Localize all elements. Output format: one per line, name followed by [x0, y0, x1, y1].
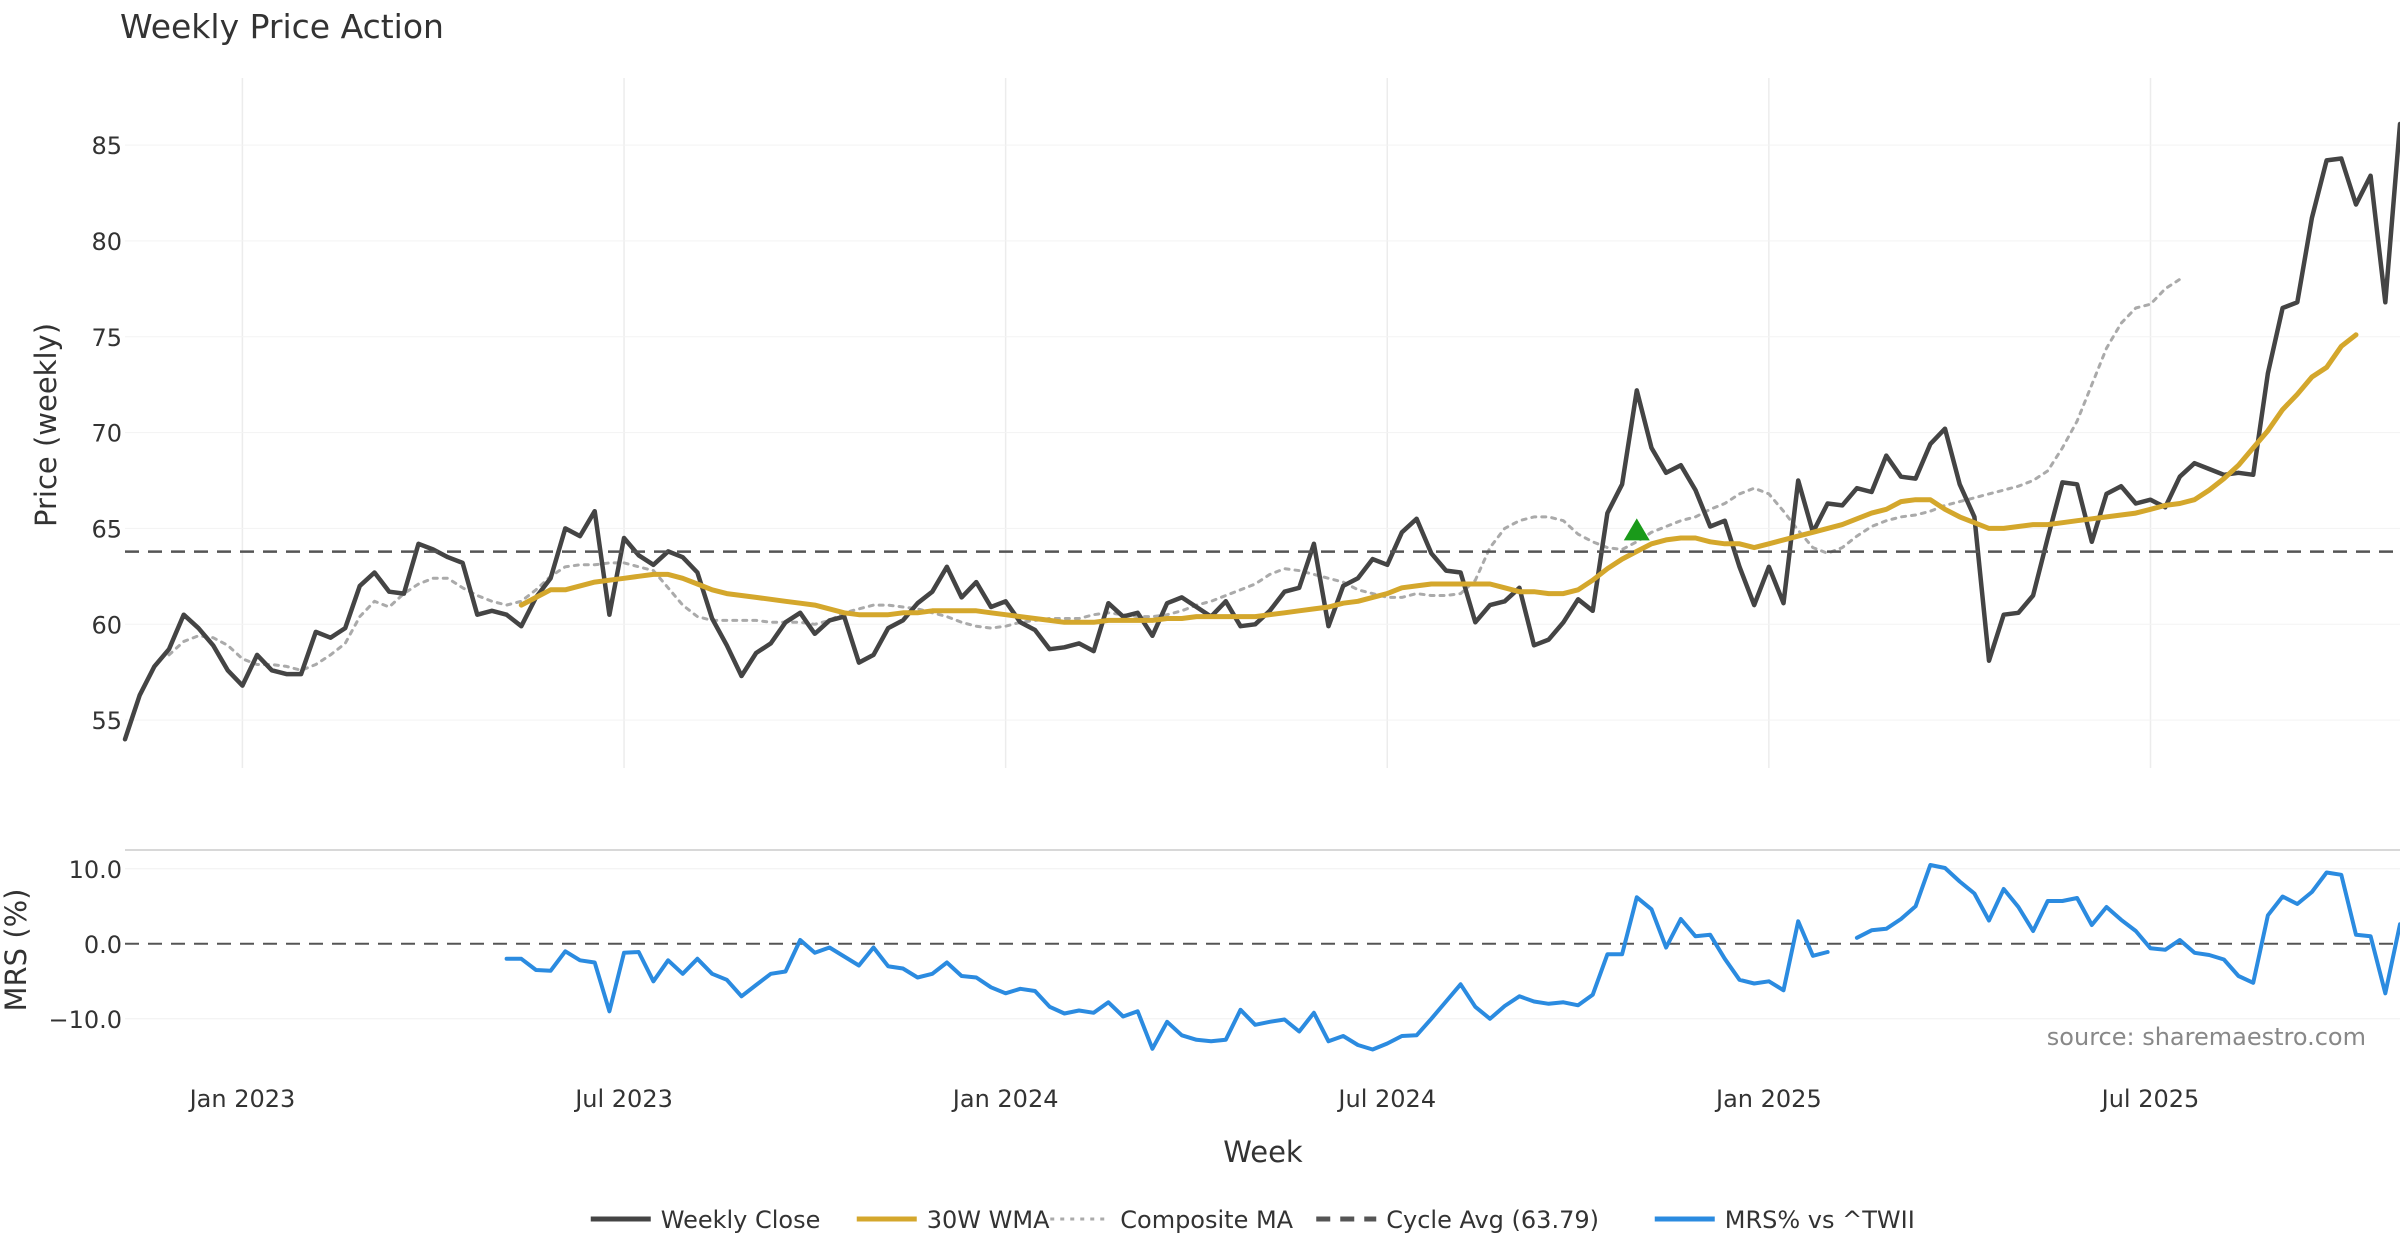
series-30w-wma: [518, 332, 2359, 625]
legend-item: MRS% vs ^TWII: [1654, 1206, 1915, 1234]
x-tick-label: Jul 2023: [573, 1085, 673, 1113]
legend-item: Cycle Avg (63.79): [1316, 1206, 1599, 1234]
price-y-tick-label: 55: [91, 707, 122, 735]
mrs-y-tick-label: 0.0: [84, 931, 122, 959]
price-y-ticks: 55 60 65 70 75 80 85: [91, 132, 122, 735]
legend-item: 30W WMA: [856, 1206, 1050, 1234]
signal-marker: [1623, 518, 1650, 541]
series-mrs: [504, 863, 2400, 1052]
chart-title: Weekly Price Action: [120, 7, 444, 46]
x-axis-label: Week: [1223, 1135, 1303, 1169]
mrs-series: [504, 863, 2400, 1052]
source-annotation: source: sharemaestro.com: [2047, 1023, 2366, 1051]
price-y-tick-label: 80: [91, 228, 122, 256]
legend-label: Weekly Close: [661, 1206, 821, 1234]
price-y-tick-label: 75: [91, 324, 122, 352]
mrs-y-tick-label: −10.0: [48, 1006, 122, 1034]
price-y-tick-label: 60: [91, 611, 122, 639]
mrs-y-ticks: 10.0 0.0 −10.0: [48, 856, 122, 1034]
x-tick-label: Jan 2025: [1714, 1085, 1822, 1113]
legend-item: Weekly Close: [590, 1206, 821, 1234]
mrs-y-tick-label: 10.0: [69, 856, 122, 884]
legend-label: Composite MA: [1120, 1206, 1293, 1234]
price-y-tick-label: 65: [91, 515, 122, 543]
legend: Weekly Close 30W WMA Composite MA Cycle Avg…: [590, 1206, 1915, 1234]
price-series: [122, 121, 2400, 742]
price-y-axis-label: Price (weekly): [29, 323, 63, 527]
legend-label: 30W WMA: [927, 1206, 1050, 1234]
series-composite-ma: [167, 277, 2182, 672]
price-y-tick-label: 85: [91, 132, 122, 160]
mrs-y-axis-label: MRS (%): [0, 889, 33, 1012]
x-axis-ticks: Jan 2023 Jul 2023 Jan 2024 Jul 2024 Jan 2025…: [188, 1085, 2200, 1113]
legend-item: Composite MA: [1050, 1206, 1294, 1234]
price-grid: [125, 78, 2400, 768]
price-y-tick-label: 70: [91, 420, 122, 448]
x-tick-label: Jan 2023: [188, 1085, 296, 1113]
x-tick-label: Jul 2025: [2100, 1085, 2200, 1113]
legend-label: Cycle Avg (63.79): [1386, 1206, 1599, 1234]
series-weekly-close: [122, 121, 2400, 742]
legend-label: MRS% vs ^TWII: [1725, 1206, 1915, 1234]
mrs-grid: [125, 849, 2400, 1020]
x-tick-label: Jul 2024: [1336, 1085, 1436, 1113]
x-tick-label: Jan 2024: [951, 1085, 1059, 1113]
